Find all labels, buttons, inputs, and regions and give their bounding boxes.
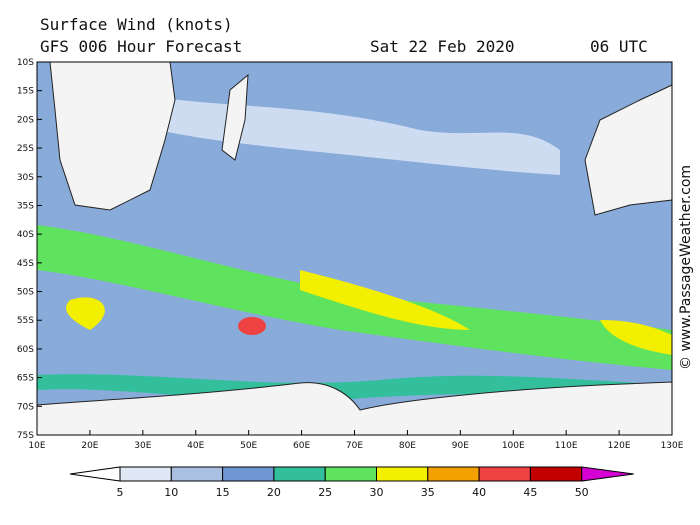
lat-label: 25S xyxy=(17,144,34,154)
lat-label: 55S xyxy=(17,316,34,326)
colorbar-bin xyxy=(222,466,275,482)
lat-label: 60S xyxy=(17,345,34,355)
lat-label: 50S xyxy=(17,288,34,298)
colorbar-bin xyxy=(376,466,429,482)
africa xyxy=(49,61,176,211)
lat-label: 70S xyxy=(17,402,34,412)
antarctica xyxy=(36,381,673,436)
colorbar-bin xyxy=(529,466,583,482)
colorbar-label: 30 xyxy=(370,486,384,499)
colorbar-high xyxy=(581,466,634,482)
wind-max xyxy=(238,317,266,335)
lat-label: 40S xyxy=(17,230,34,240)
colorbar-bin xyxy=(273,466,326,482)
lat-label: 75S xyxy=(17,431,34,441)
watermark: © www.PassageWeather.com xyxy=(678,165,694,370)
lat-label: 20S xyxy=(17,115,34,125)
map xyxy=(36,61,673,436)
colorbar-label: 35 xyxy=(421,486,435,499)
australia xyxy=(584,84,673,216)
lon-label: 90E xyxy=(452,441,469,451)
lat-label: 45S xyxy=(17,259,34,269)
lon-label: 100E xyxy=(502,441,525,451)
colorbar-label: 15 xyxy=(216,486,230,499)
colorbar-label: 40 xyxy=(472,486,486,499)
colorbar-bin xyxy=(324,466,378,482)
model: GFS 006 Hour Forecast xyxy=(40,37,242,56)
lon-label: 110E xyxy=(555,441,578,451)
lon-label: 10E xyxy=(28,441,45,451)
lon-label: 120E xyxy=(608,441,631,451)
colorbar-low xyxy=(69,466,121,482)
lon-label: 50E xyxy=(240,441,257,451)
date: Sat 22 Feb 2020 xyxy=(370,37,515,56)
lon-label: 20E xyxy=(81,441,98,451)
colorbar-bin xyxy=(478,466,531,482)
lat-label: 65S xyxy=(17,374,34,384)
colorbar-label: 20 xyxy=(267,486,281,499)
lon-label: 80E xyxy=(399,441,416,451)
colorbar-label: 25 xyxy=(318,486,332,499)
colorbar-bin xyxy=(119,466,172,482)
lon-label: 130E xyxy=(661,441,684,451)
colorbar-bin xyxy=(427,466,480,482)
title: Surface Wind (knots) xyxy=(40,15,233,34)
lon-label: 70E xyxy=(346,441,363,451)
colorbar-bin xyxy=(170,466,224,482)
lat-label: 30S xyxy=(17,173,34,183)
colorbar-label: 45 xyxy=(523,486,537,499)
lat-label: 10S xyxy=(17,58,34,68)
colorbar-label: 5 xyxy=(117,486,124,499)
lon-label: 30E xyxy=(134,441,151,451)
colorbar-label: 50 xyxy=(575,486,589,499)
lat-label: 35S xyxy=(17,201,34,211)
colorbar-label: 10 xyxy=(164,486,178,499)
lon-label: 40E xyxy=(187,441,204,451)
lat-label: 15S xyxy=(17,87,34,97)
lon-label: 60E xyxy=(293,441,310,451)
time: 06 UTC xyxy=(590,37,648,56)
madagascar xyxy=(221,73,249,161)
